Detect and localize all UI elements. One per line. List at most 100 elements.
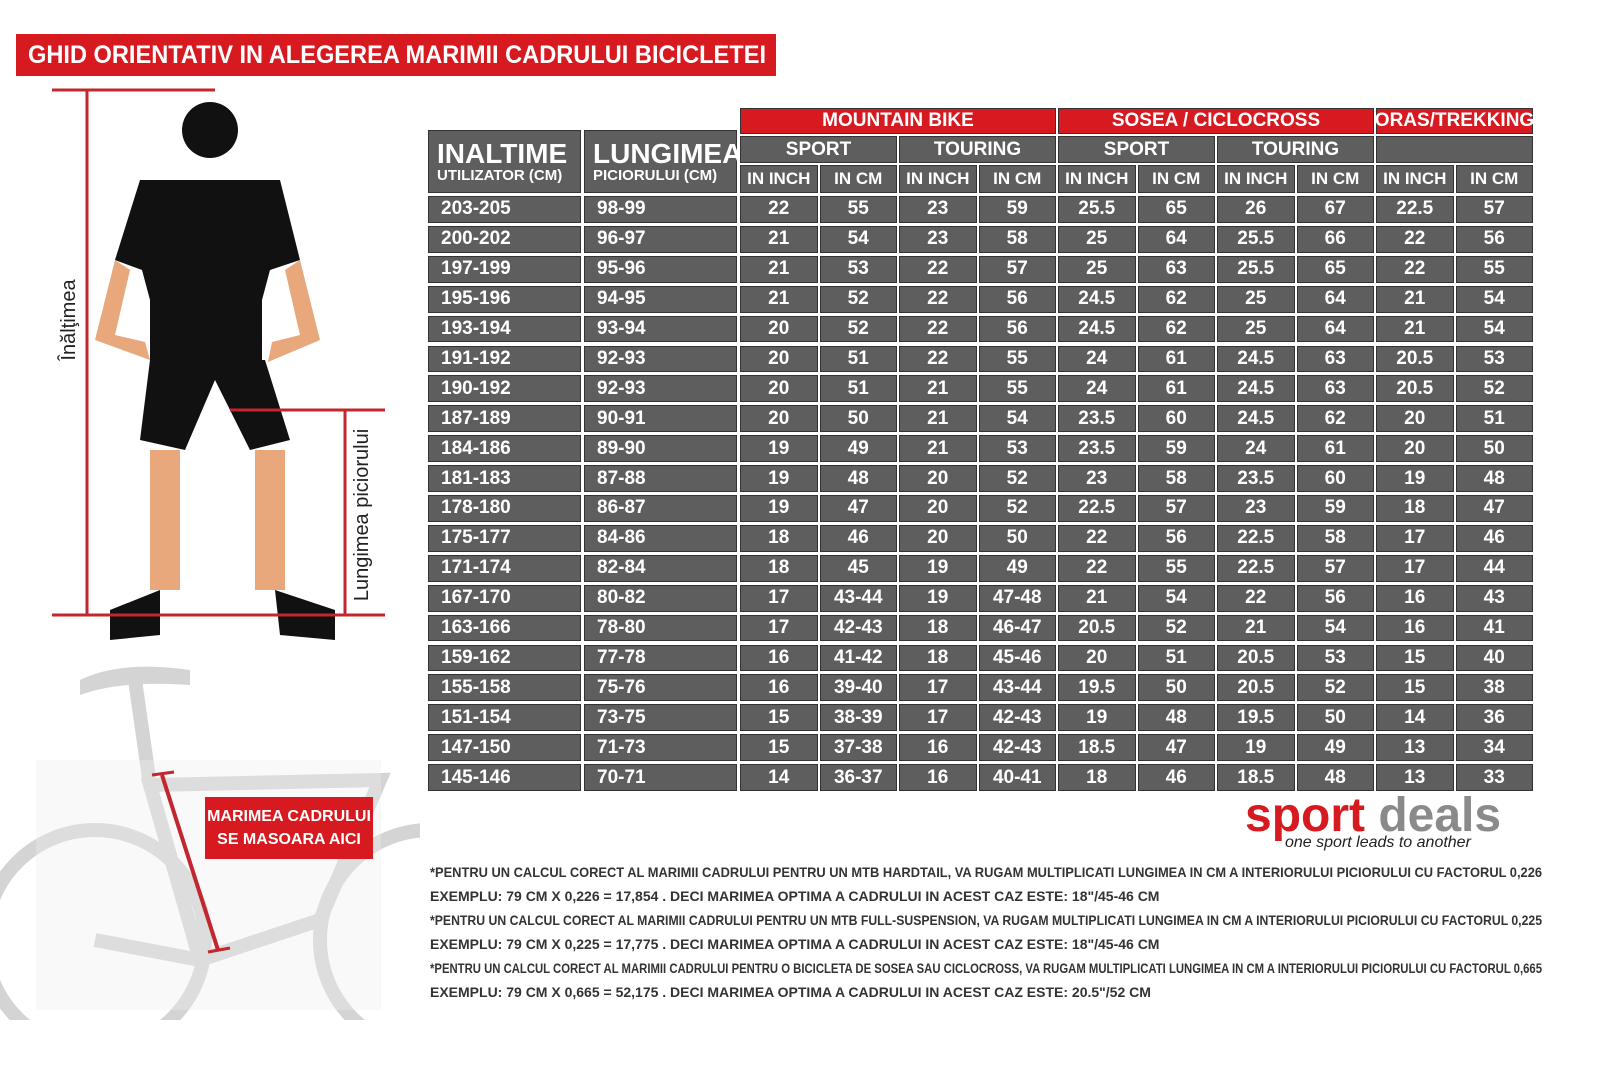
value-cell: 51 [1455,405,1533,433]
value-cell: 61 [1137,345,1215,373]
value-cell: 65 [1137,196,1215,223]
value-cell: 52 [1137,614,1215,642]
unit-header: IN INCH [1058,165,1136,193]
row-label: 175-177 [428,524,581,552]
row-header-title: LUNGIMEA [593,138,743,169]
value-cell: 18 [1058,764,1136,791]
logo-brand: deals [1378,789,1502,842]
value-cell: 23.5 [1217,465,1295,492]
value-cell: 23 [1058,465,1136,492]
value-cell: 56 [978,285,1056,313]
value-cell: 21 [899,435,977,463]
value-cell: 22 [899,285,977,313]
value-cell: 62 [1137,315,1215,343]
value-cell: 57 [1455,196,1533,223]
value-cell: 25.5 [1058,196,1136,223]
value-cell: 47 [1137,734,1215,762]
frame-label: MARIMEA CADRULUI SE MASOARA AICI [205,797,373,859]
row-label: 159-162 [428,644,581,672]
value-cell: 21 [899,375,977,403]
value-cell: 43-44 [819,584,897,612]
row-header-subtitle: UTILIZATOR (CM) [437,167,563,184]
value-cell: 49 [819,435,897,463]
value-cell: 15 [740,704,818,732]
value-cell: 24 [1058,345,1136,373]
value-cell: 19.5 [1058,674,1136,702]
row-label: 191-192 [428,345,581,373]
row-label: 171-174 [428,554,581,582]
value-cell: 23.5 [1058,435,1136,463]
row-label: 167-170 [428,584,581,612]
value-cell: 53 [978,435,1056,463]
value-cell: 67 [1296,196,1374,223]
value-cell: 38-39 [819,704,897,732]
value-cell: 19 [1217,734,1295,762]
value-cell: 47 [1455,495,1533,522]
value-cell: 56 [978,315,1056,343]
value-cell: 23 [1217,495,1295,522]
value-cell: 20.5 [1217,674,1295,702]
value-cell: 54 [819,225,897,253]
value-cell: 24.5 [1058,315,1136,343]
value-cell: 21 [740,285,818,313]
value-cell: 22.5 [1058,495,1136,522]
value-cell: 20 [899,495,977,522]
value-cell: 55 [1455,255,1533,283]
value-cell: 48 [1137,704,1215,732]
value-cell: 26 [1217,196,1295,223]
value-cell: 19.5 [1217,704,1295,732]
value-cell: 17 [740,584,818,612]
value-cell: 14 [1376,704,1454,732]
value-cell: 46 [1455,524,1533,552]
value-cell: 18 [740,554,818,582]
value-cell: 21 [899,405,977,433]
value-cell: 20 [899,465,977,492]
value-cell: 18.5 [1058,734,1136,762]
row-header: INALTIME UTILIZATOR (CM) [428,130,581,193]
value-cell: 20.5 [1217,644,1295,672]
row-label: 181-183 [428,465,581,492]
note-line: *PENTRU UN CALCUL CORECT AL MARIMII CADR… [430,912,1600,928]
row-label: 190-192 [428,375,581,403]
value-cell: 62 [1137,285,1215,313]
value-cell: 54 [1296,614,1374,642]
row-label: 90-91 [584,405,737,433]
value-cell: 21 [1058,584,1136,612]
value-cell: 55 [978,345,1056,373]
row-label: 87-88 [584,465,737,492]
row-label: 163-166 [428,614,581,642]
value-cell: 46-47 [978,614,1056,642]
value-cell: 58 [978,225,1056,253]
value-cell: 20 [899,524,977,552]
value-cell: 16 [1376,614,1454,642]
value-cell: 24.5 [1217,405,1295,433]
unit-header: IN CM [1455,165,1533,193]
row-label: 96-97 [584,225,737,253]
value-cell: 34 [1455,734,1533,762]
value-cell: 20.5 [1058,614,1136,642]
value-cell: 53 [819,255,897,283]
value-cell: 17 [899,674,977,702]
value-cell: 64 [1296,315,1374,343]
value-cell: 22 [1376,225,1454,253]
value-cell: 42-43 [819,614,897,642]
value-cell: 52 [819,285,897,313]
value-cell: 25 [1058,225,1136,253]
logo-tagline: one sport leads to another [1285,834,1471,851]
subgroup-header: TOURING [1217,136,1374,163]
value-cell: 20 [740,405,818,433]
value-cell: 23 [899,225,977,253]
unit-header: IN INCH [1376,165,1454,193]
row-header-subtitle: PICIORULUI (CM) [593,167,718,184]
title: GHID ORIENTATIV IN ALEGEREA MARIMII CADR… [28,41,766,69]
value-cell: 37-38 [819,734,897,762]
value-cell: 13 [1376,764,1454,791]
value-cell: 54 [1455,315,1533,343]
value-cell: 55 [1137,554,1215,582]
value-cell: 64 [1137,225,1215,253]
unit-header: IN INCH [740,165,818,193]
value-cell: 25 [1217,285,1295,313]
value-cell: 13 [1376,734,1454,762]
value-cell: 47-48 [978,584,1056,612]
value-cell: 24 [1217,435,1295,463]
